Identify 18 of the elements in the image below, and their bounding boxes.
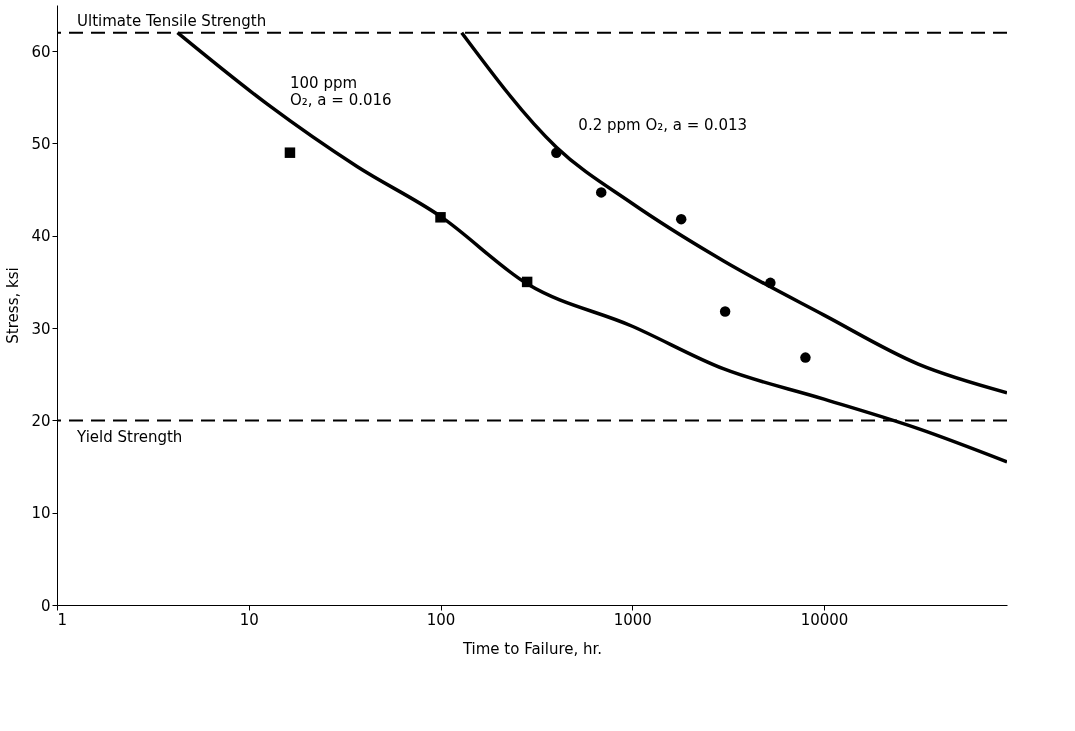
- y-tick-label: 10: [31, 504, 51, 523]
- ref-line-label: Yield Strength: [76, 428, 183, 447]
- y-tick-label: 20: [31, 411, 51, 430]
- y-tick-label: 50: [31, 134, 51, 153]
- y-tick-label: 30: [31, 319, 51, 338]
- x-tick-label: 1000: [613, 610, 652, 629]
- x-tick-label: 100: [426, 610, 456, 629]
- x-tick-label: 10: [239, 610, 259, 629]
- y-axis-title: Stress, ksi: [4, 267, 23, 344]
- x-tick-label: 10000: [800, 610, 849, 629]
- x-axis-title: Time to Failure, hr.: [461, 639, 603, 658]
- y-tick-label: 40: [31, 227, 51, 246]
- y-tick-label: 0: [40, 596, 51, 615]
- ref-line-label: Ultimate Tensile Strength: [77, 11, 267, 30]
- annotation: 100 ppm O₂, a = 0.016: [290, 73, 392, 109]
- annotation: 0.2 ppm O₂, a = 0.013: [578, 116, 748, 135]
- x-tick-label: 1: [57, 610, 68, 629]
- y-tick-label: 60: [31, 42, 51, 61]
